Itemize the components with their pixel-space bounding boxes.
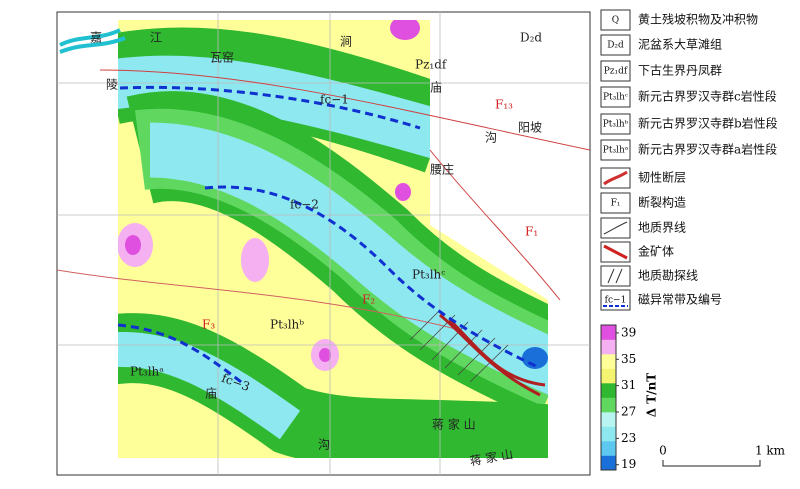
map-label: Pt₃lhᵃ: [130, 365, 164, 379]
ore-body: [439, 313, 546, 397]
map-label: 蒋 家 山: [432, 417, 476, 432]
legend-text: 地质界线: [638, 221, 686, 235]
colorbar-tick-label: 39: [621, 325, 636, 339]
legend-text: 磁异常带及编号: [638, 292, 722, 307]
map: 嘉 江 瓦窑 涧 D₂d Pz₁df 陵 庙 F₁₃ 阳坡 沟 fc−1 腰庄 …: [56, 11, 591, 476]
legend-box: [600, 86, 631, 108]
map-label: F₃: [202, 318, 215, 332]
legend-icon: [603, 244, 628, 260]
colorbar-band: [601, 455, 616, 471]
legend-icon: [603, 221, 628, 235]
map-label: 蒋 家 山: [469, 446, 515, 468]
map-label: 庙: [430, 81, 442, 95]
map-label: 阳坡: [518, 121, 542, 135]
legend-symbol: Pt₃lhᵃ: [603, 146, 629, 156]
scale-label: 0: [659, 444, 667, 458]
legend-box: [600, 9, 631, 31]
legend-box: [600, 60, 631, 82]
scale-line: [662, 460, 761, 467]
map-label: 腰庄: [430, 162, 454, 177]
map-label: 嘉: [90, 31, 102, 45]
anomaly-lines: [117, 85, 541, 387]
legend-symbol: F₁: [611, 199, 621, 209]
legend-icon: [607, 268, 623, 284]
colorbar-tick-label: 19: [621, 457, 636, 471]
colorbar-band: [601, 412, 616, 427]
legend-icon: [603, 170, 628, 186]
legend-text: 断裂构造: [638, 195, 686, 210]
colorbar-band: [601, 397, 616, 413]
legend-box: [600, 139, 631, 161]
survey-lines: [409, 309, 509, 383]
scale-label: 1 km: [755, 444, 786, 458]
colorbar-band: [601, 325, 616, 340]
legend-text: 韧性断层: [638, 170, 686, 185]
colorbar-band: [601, 354, 616, 369]
colorbar-frame: [600, 324, 617, 471]
colorbar-tick-label: 23: [621, 431, 636, 445]
map-label: Pt₃lhᶜ: [412, 268, 445, 282]
legend-symbol: Q: [612, 16, 619, 26]
legend-text: 地质勘探线: [638, 269, 698, 283]
legend-text: 新元古界罗汉寺群a岩性段: [638, 142, 777, 157]
legend: Q 黄土残坡积物及冲积物 D₂d 泥盆系大草滩组 Pz₁df 下古生界丹凤群 Pt₃lhᶜ 新…: [600, 9, 778, 311]
map-label: Pz₁df: [415, 58, 448, 72]
map-label: fc−2: [290, 198, 319, 212]
map-label: 庙: [205, 387, 217, 401]
map-label: 沟: [318, 438, 330, 452]
colorbar-band: [601, 368, 616, 384]
map-label: F₁: [525, 225, 538, 239]
legend-box: [600, 113, 631, 135]
legend-symbol: D₂d: [607, 41, 624, 51]
scale-bar: 0 1 km: [659, 444, 786, 467]
colorbar-band: [601, 441, 616, 456]
colorbar-tick-label: 35: [621, 352, 636, 366]
map-label: Pt₃lhᵇ: [270, 318, 304, 332]
legend-text: 黄土残坡积物及冲积物: [638, 12, 758, 27]
legend-symbol: Pz₁df: [604, 67, 628, 77]
map-label: F₂: [362, 293, 375, 307]
fault: [429, 149, 561, 301]
legend-text: 新元古界罗汉寺群c岩性段: [638, 89, 777, 104]
colorbar-label: Δ T/nT: [645, 373, 659, 418]
map-label: D₂d: [520, 31, 542, 45]
magnetic-field: [118, 20, 548, 458]
legend-text: 下古生界丹凤群: [638, 63, 722, 78]
legend-symbol: fc−1: [605, 296, 627, 306]
map-label: fc−1: [320, 93, 349, 107]
map-label: F₁₃: [495, 98, 513, 112]
legend-symbol: Pt₃lhᵇ: [603, 120, 629, 130]
legend-text: 新元古界罗汉寺群b岩性段: [638, 116, 778, 131]
map-label: 陵: [106, 78, 118, 92]
colorbar-band: [601, 339, 616, 355]
map-label: 瓦窑: [210, 50, 234, 65]
fault: [56, 269, 461, 331]
legend-box: [600, 265, 631, 287]
colorbar-tick-label: 27: [621, 405, 636, 419]
colorbar-tick-label: 31: [621, 378, 636, 392]
map-label: 江: [150, 31, 162, 45]
river: [59, 28, 126, 54]
map-label: 涧: [340, 35, 352, 49]
map-label: 沟: [485, 131, 497, 145]
fault: [99, 69, 591, 151]
legend-box: [600, 192, 631, 214]
legend-text: 金矿体: [638, 244, 674, 259]
colorbar-band: [601, 426, 616, 442]
legend-box: [600, 34, 631, 56]
colorbar: 39 35 31 27 23 19 Δ T/nT: [600, 324, 659, 471]
legend-symbol: Pt₃lhᶜ: [603, 93, 628, 103]
legend-text: 泥盆系大草滩组: [638, 38, 722, 52]
colorbar-band: [601, 383, 616, 398]
